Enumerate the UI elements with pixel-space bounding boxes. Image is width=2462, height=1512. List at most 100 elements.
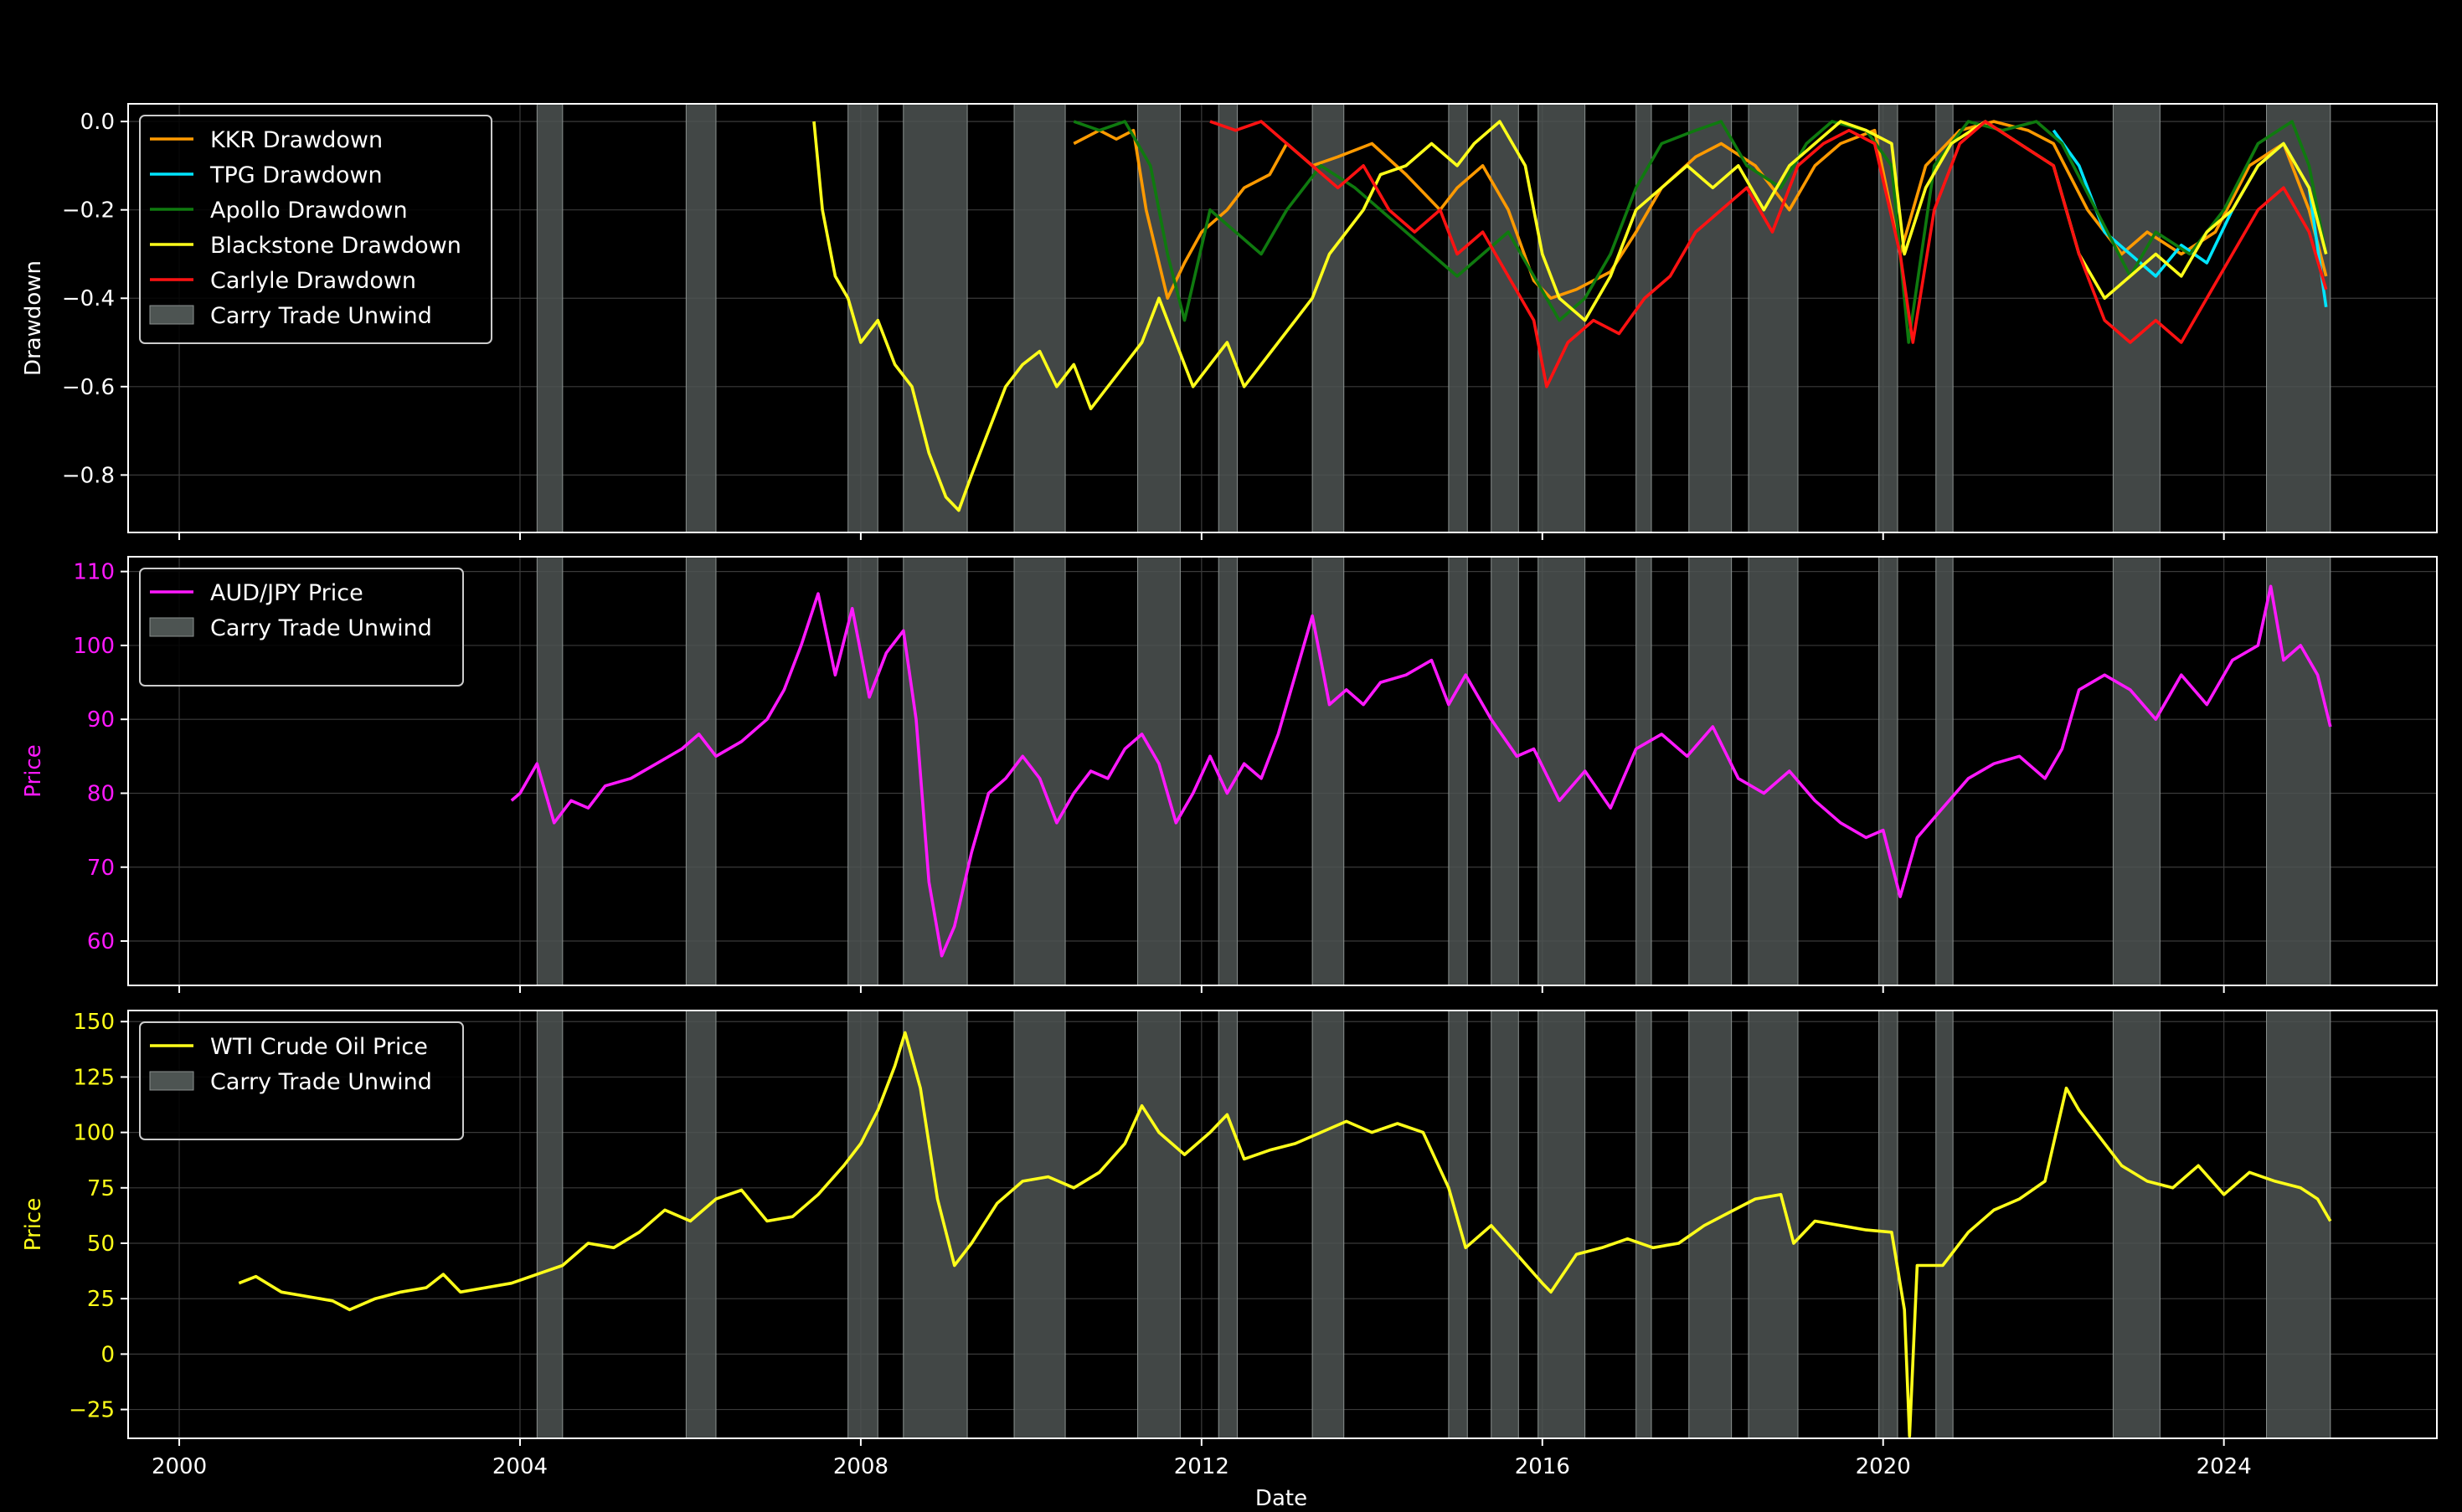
- carry-trade-unwind-band: [1935, 1011, 1954, 1438]
- y-tick-label: 50: [87, 1232, 115, 1257]
- x-tick-label: 2004: [492, 1454, 548, 1479]
- y-tick-label: 25: [87, 1287, 115, 1312]
- y-tick-label: −0.8: [62, 463, 115, 488]
- y-tick-label: −0.4: [62, 286, 115, 311]
- legend: KKR Drawdown TPG Drawdown Apollo Drawdown B…: [139, 115, 492, 344]
- carry-trade-unwind-band: [2112, 557, 2161, 985]
- carry-trade-unwind-band: [2266, 1011, 2331, 1438]
- y-tick-label: −25: [69, 1398, 115, 1423]
- y-tick-label: 0.0: [80, 110, 115, 135]
- carry-trade-unwind-band: [1137, 104, 1181, 532]
- carry-trade-unwind-band: [685, 1011, 717, 1438]
- legend-label: Carlyle Drawdown: [210, 268, 416, 294]
- x-tick-label: 2000: [152, 1454, 207, 1479]
- legend: AUD/JPY Price Carry Trade Unwind: [139, 568, 464, 687]
- carry-trade-unwind-band: [2112, 104, 2161, 532]
- carry-trade-unwind-band: [1748, 1011, 1799, 1438]
- x-axis-label: Date: [1255, 1486, 1307, 1511]
- apollo-drawdown-line: [1073, 120, 2328, 344]
- carry-trade-unwind-band: [2266, 104, 2331, 532]
- carry-trade-unwind-band: [1688, 1011, 1733, 1438]
- y-tick-label: 0: [100, 1342, 115, 1367]
- carry-trade-unwind-band: [1935, 104, 1954, 532]
- plot-area: [238, 1011, 2332, 1438]
- y-tick-label: 80: [87, 781, 115, 806]
- carry-trade-unwind-band: [1013, 104, 1066, 532]
- x-tick-label: 2008: [833, 1454, 888, 1479]
- carry-trade-unwind-band: [685, 557, 717, 985]
- carry-trade-unwind-band: [536, 557, 564, 985]
- legend-label: Apollo Drawdown: [210, 198, 408, 224]
- drawdown-panel: 0.0 −0.2 −0.4 −0.6 −0.8 Drawdown KKR Drawdown T…: [21, 103, 2438, 540]
- carry-trade-unwind-band: [1218, 1011, 1239, 1438]
- aud-jpy-price-line: [510, 584, 2332, 958]
- legend-box: [139, 568, 464, 687]
- x-tick-label: 2012: [1174, 1454, 1229, 1479]
- y-tick-label: 100: [73, 1121, 115, 1146]
- legend-label: KKR Drawdown: [210, 127, 383, 153]
- carry-trade-unwind-band: [847, 557, 878, 985]
- carry-trade-unwind-band: [1311, 104, 1345, 532]
- legend: WTI Crude Oil Price Carry Trade Unwind: [139, 1021, 464, 1140]
- y-tick-label: −0.6: [62, 375, 115, 400]
- carry-trade-unwind-band: [903, 1011, 968, 1438]
- plot-frame: [127, 103, 2438, 533]
- carry-trade-unwind-band: [1688, 104, 1733, 532]
- y-tick-label: 110: [73, 560, 115, 585]
- y-tick-label: 60: [87, 929, 115, 954]
- x-tick-label: 2016: [1515, 1454, 1570, 1479]
- plot-frame: [127, 1010, 2438, 1439]
- carry-trade-unwind-band: [1218, 557, 1239, 985]
- carry-trade-unwind-band: [536, 1011, 564, 1438]
- audjpy-panel: 60 70 80 90 100 110 Price AUD/JPY Price Carry Tr…: [21, 556, 2438, 993]
- carry-trade-unwind-band: [685, 104, 717, 532]
- y-tick-label: 150: [73, 1010, 115, 1035]
- carry-trade-unwind-band: [1878, 104, 1898, 532]
- carry-trade-unwind-band: [1878, 557, 1898, 985]
- carry-trade-unwind-band: [903, 104, 968, 532]
- legend-patch-swatch: [149, 1071, 194, 1091]
- legend-label: TPG Drawdown: [209, 162, 383, 188]
- carry-trade-unwind-band: [536, 104, 564, 532]
- y-axis-label: Drawdown: [21, 260, 46, 376]
- carry-trade-unwind-band: [1935, 557, 1954, 985]
- legend-label: Carry Trade Unwind: [210, 303, 432, 329]
- carry-trade-unwind-band: [1635, 557, 1652, 985]
- carry-trade-unwind-band: [1013, 557, 1066, 985]
- y-tick-label: −0.2: [62, 198, 115, 224]
- x-tick-label: 2020: [1856, 1454, 1911, 1479]
- carry-trade-unwind-band: [1448, 557, 1468, 985]
- plot-area: [510, 557, 2332, 985]
- carry-trade-unwind-band: [1491, 1011, 1519, 1438]
- carry-trade-unwind-band: [1137, 1011, 1181, 1438]
- carry-trade-unwind-band: [1448, 104, 1468, 532]
- carry-trade-unwind-band: [1537, 1011, 1586, 1438]
- y-tick-label: 90: [87, 707, 115, 733]
- y-tick-label: 125: [73, 1065, 115, 1090]
- legend-patch-swatch: [149, 305, 194, 325]
- legend-label: Carry Trade Unwind: [210, 1069, 432, 1095]
- legend-box: [139, 1021, 464, 1140]
- legend-box: [139, 115, 492, 344]
- legend-label: AUD/JPY Price: [210, 580, 363, 606]
- x-tick-label: 2024: [2197, 1454, 2252, 1479]
- legend-patch-swatch: [149, 617, 194, 637]
- y-tick-label: 70: [87, 856, 115, 881]
- carry-trade-unwind-band: [1013, 1011, 1066, 1438]
- legend-label: WTI Crude Oil Price: [210, 1034, 428, 1060]
- carlyle-drawdown-line: [1209, 120, 2328, 388]
- carry-trade-unwind-band: [1491, 104, 1519, 532]
- legend-label: Carry Trade Unwind: [210, 615, 432, 641]
- carry-trade-unwind-band: [1218, 104, 1239, 532]
- y-tick-label: 100: [73, 634, 115, 659]
- y-axis-label: Price: [21, 1198, 46, 1251]
- carry-trade-unwind-band: [1491, 557, 1519, 985]
- carry-trade-unwind-band: [1635, 1011, 1652, 1438]
- plot-frame: [127, 556, 2438, 986]
- y-axis-label: Price: [21, 744, 46, 797]
- plot-area: [536, 104, 2331, 532]
- kkr-drawdown-line: [1073, 120, 2328, 300]
- carry-trade-unwind-band: [1878, 1011, 1898, 1438]
- carry-trade-unwind-band: [1311, 1011, 1345, 1438]
